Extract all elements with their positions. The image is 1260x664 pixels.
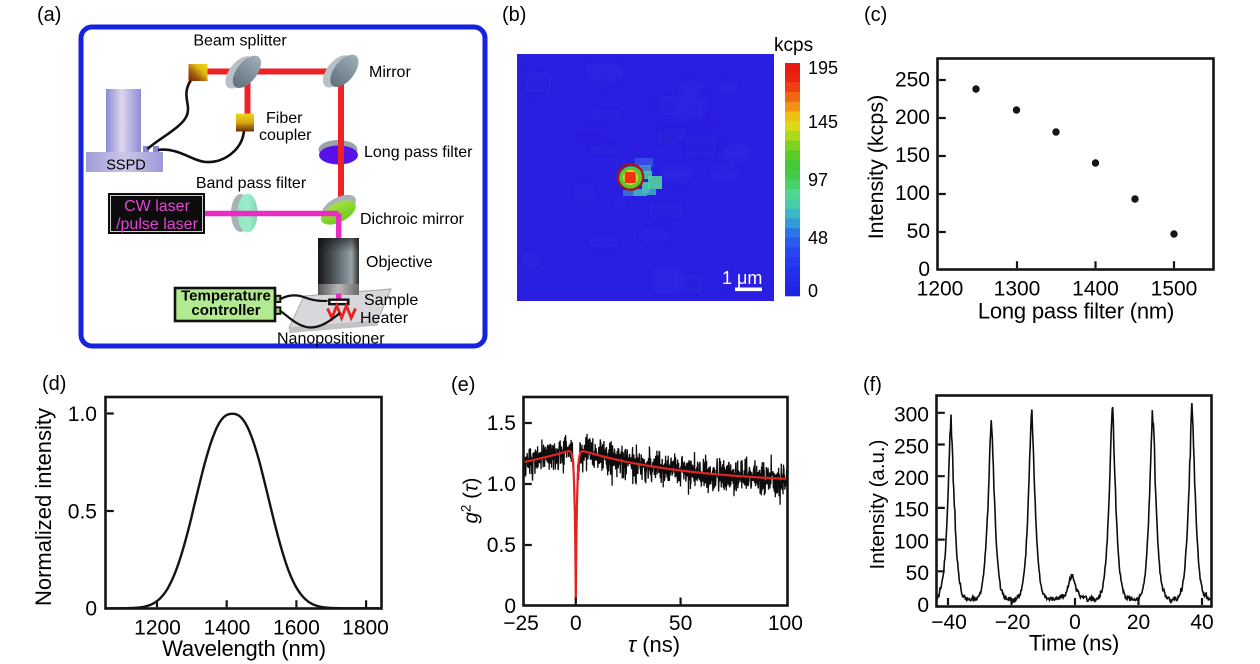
- svg-text:1400: 1400: [204, 617, 251, 640]
- svg-text:coupler: coupler: [259, 127, 312, 144]
- svg-text:Temperature: Temperature: [181, 288, 271, 305]
- svg-text:(c): (c): [864, 4, 887, 26]
- svg-text:40: 40: [1190, 611, 1213, 634]
- svg-text:CW laser: CW laser: [124, 198, 190, 215]
- svg-text:0: 0: [917, 594, 929, 617]
- svg-text:145: 145: [808, 112, 838, 132]
- svg-text:0: 0: [85, 598, 97, 621]
- svg-text:1.0: 1.0: [68, 403, 97, 426]
- svg-text:SSPD: SSPD: [106, 158, 146, 174]
- svg-text:Fiber: Fiber: [266, 110, 303, 127]
- svg-text:kcps: kcps: [774, 35, 813, 56]
- svg-text:0: 0: [808, 281, 818, 301]
- svg-text:0: 0: [1069, 611, 1081, 634]
- svg-text:Band pass filter: Band pass filter: [196, 175, 307, 192]
- svg-text:Time (ns): Time (ns): [1029, 631, 1119, 656]
- svg-text:τ (ns): τ (ns): [628, 632, 680, 657]
- svg-text:50: 50: [669, 612, 692, 635]
- svg-text:Normalized intensity: Normalized intensity: [31, 408, 56, 606]
- svg-text:(e): (e): [451, 374, 475, 396]
- svg-text:150: 150: [895, 144, 930, 167]
- svg-text:−40: −40: [931, 611, 967, 634]
- svg-text:195: 195: [808, 58, 838, 78]
- svg-text:Long pass filter (nm): Long pass filter (nm): [978, 299, 1174, 324]
- svg-text:Heater: Heater: [360, 310, 409, 327]
- svg-text:1200: 1200: [917, 278, 964, 301]
- svg-text:g2 (τ): g2 (τ): [459, 478, 483, 524]
- svg-text:1800: 1800: [342, 617, 389, 640]
- svg-text:0.5: 0.5: [68, 501, 97, 524]
- svg-text:Sample: Sample: [364, 292, 418, 309]
- svg-text:250: 250: [895, 69, 930, 92]
- svg-text:0: 0: [918, 258, 930, 281]
- svg-text:1400: 1400: [1072, 278, 1119, 301]
- svg-text:1200: 1200: [134, 617, 181, 640]
- svg-text:controller: controller: [191, 302, 260, 319]
- svg-text:−25: −25: [503, 612, 539, 635]
- svg-text:Beam splitter: Beam splitter: [193, 33, 287, 50]
- svg-text:200: 200: [895, 106, 930, 129]
- svg-text:1600: 1600: [273, 617, 320, 640]
- svg-text:250: 250: [894, 436, 929, 459]
- svg-text:200: 200: [894, 467, 929, 490]
- svg-text:(f): (f): [863, 374, 882, 396]
- svg-text:100: 100: [895, 182, 930, 205]
- svg-text:1 μm: 1 μm: [722, 268, 762, 288]
- svg-text:Nanopositioner: Nanopositioner: [277, 331, 385, 348]
- svg-text:Intensity (kcps): Intensity (kcps): [864, 95, 888, 240]
- svg-text:20: 20: [1127, 611, 1150, 634]
- svg-text:(b): (b): [502, 4, 526, 26]
- svg-text:1300: 1300: [994, 278, 1041, 301]
- svg-text:Wavelength (nm): Wavelength (nm): [162, 636, 326, 661]
- svg-text:1500: 1500: [1151, 278, 1198, 301]
- svg-text:Objective: Objective: [366, 254, 433, 271]
- svg-text:1.5: 1.5: [487, 412, 516, 435]
- svg-text:Intensity (a.u.): Intensity (a.u.): [866, 440, 889, 570]
- svg-text:(d): (d): [42, 373, 66, 395]
- svg-text:48: 48: [808, 228, 828, 248]
- svg-text:300: 300: [894, 404, 929, 427]
- svg-text:(a): (a): [37, 4, 61, 26]
- svg-text:Dichroic mirror: Dichroic mirror: [360, 211, 465, 228]
- svg-text:−20: −20: [995, 611, 1031, 634]
- svg-text:150: 150: [894, 499, 929, 522]
- svg-text:1.0: 1.0: [487, 473, 516, 496]
- svg-text:0: 0: [504, 595, 516, 618]
- svg-text:0.5: 0.5: [487, 534, 516, 557]
- svg-text:100: 100: [894, 531, 929, 554]
- svg-text:50: 50: [907, 220, 930, 243]
- svg-text:Long pass filter: Long pass filter: [364, 144, 473, 161]
- svg-text:0: 0: [570, 612, 582, 635]
- svg-text:Mirror: Mirror: [369, 64, 411, 81]
- svg-text:97: 97: [808, 170, 828, 190]
- svg-text:50: 50: [906, 562, 929, 585]
- svg-text:/pulse laser: /pulse laser: [116, 216, 198, 233]
- svg-text:100: 100: [768, 612, 803, 635]
